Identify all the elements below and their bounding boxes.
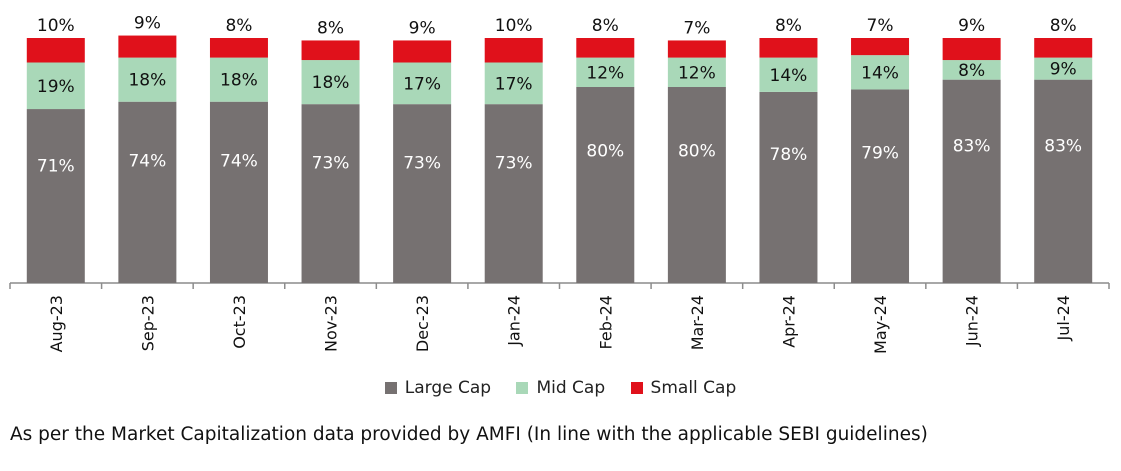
x-tick-label: Apr-24: [779, 295, 798, 348]
bar-segment-small-cap: [393, 40, 452, 63]
bar-segment-large-cap: [667, 87, 726, 283]
bar-segment-large-cap: [484, 104, 543, 284]
bar-segment-small-cap: [209, 38, 268, 58]
bar-segment-mid-cap: [851, 55, 910, 90]
stacked-bar-chart: 71% 19% 10% Aug-23 74% 18% 9% Sep-23 74% 18% 8% Oct…: [9, 14, 1110, 354]
bar-segment-large-cap: [1034, 79, 1093, 284]
bar-segment-mid-cap: [301, 60, 360, 105]
x-tick-label: Aug-23: [47, 295, 66, 352]
bar-segment-mid-cap: [26, 62, 85, 110]
data-label: 83%: [953, 137, 991, 157]
legend-swatch-large-cap: [384, 382, 397, 394]
bar-segment-large-cap: [851, 89, 910, 283]
bar-segment-small-cap: [118, 35, 177, 58]
bar-segment-large-cap: [942, 79, 1001, 284]
data-label: 80%: [678, 142, 716, 162]
bar-segment-mid-cap: [484, 62, 543, 105]
bar-segment-mid-cap: [393, 62, 452, 105]
bar-segment-small-cap: [576, 38, 635, 58]
data-label: 78%: [770, 145, 808, 165]
legend-item-mid-cap: Mid Cap: [516, 378, 605, 398]
data-label: 74%: [220, 152, 258, 172]
legend: Large Cap Mid Cap Small Cap: [0, 378, 1121, 399]
bar-segment-mid-cap: [209, 57, 268, 102]
data-label: 12%: [678, 63, 716, 83]
bar-segment-mid-cap: [942, 60, 1001, 80]
data-label: 18%: [312, 73, 350, 93]
data-label: 73%: [403, 153, 441, 173]
bar-segment-small-cap: [942, 38, 1001, 61]
legend-item-small-cap: Small Cap: [630, 378, 737, 398]
bar-segment-small-cap: [851, 38, 910, 56]
data-label: 73%: [495, 153, 533, 173]
bar-segment-large-cap: [301, 104, 360, 284]
bar-segment-large-cap: [209, 101, 268, 283]
data-label: 17%: [495, 74, 533, 94]
bar-segment-large-cap: [393, 104, 452, 284]
bar-segment-large-cap: [118, 101, 177, 283]
data-label: 10%: [495, 16, 533, 36]
bar-segment-large-cap: [26, 109, 85, 283]
data-label: 14%: [861, 63, 899, 83]
x-tick-label: May-24: [871, 295, 890, 354]
legend-item-large-cap: Large Cap: [384, 378, 492, 398]
bar-segment-mid-cap: [576, 57, 635, 87]
x-tick-label: Jul-24: [1054, 295, 1073, 341]
bar-segment-small-cap: [1034, 38, 1093, 58]
legend-label-large-cap: Large Cap: [404, 378, 492, 398]
data-label: 9%: [1050, 60, 1077, 80]
data-label: 17%: [403, 74, 441, 94]
x-tick-label: Dec-23: [413, 295, 432, 352]
bar-segment-small-cap: [484, 38, 543, 63]
x-tick-label: Oct-23: [230, 295, 249, 349]
bar-segment-mid-cap: [1034, 57, 1093, 80]
data-label: 74%: [128, 152, 166, 172]
data-label: 73%: [312, 153, 350, 173]
data-label: 8%: [1050, 16, 1077, 36]
bar-segment-mid-cap: [118, 57, 177, 102]
legend-label-small-cap: Small Cap: [650, 378, 737, 398]
x-tick-label: Nov-23: [322, 295, 341, 352]
bar-segment-mid-cap: [667, 57, 726, 87]
data-label: 19%: [37, 77, 75, 97]
data-label: 9%: [134, 14, 161, 34]
data-label: 12%: [586, 63, 624, 83]
bar-segment-large-cap: [759, 91, 818, 284]
data-label: 7%: [683, 18, 710, 38]
x-tick-label: Mar-24: [688, 295, 707, 350]
data-label: 71%: [37, 157, 75, 177]
data-label: 18%: [220, 71, 258, 91]
x-tick-label: Sep-23: [138, 295, 157, 351]
data-label: 9%: [958, 16, 985, 36]
x-tick-label: Feb-24: [596, 295, 615, 349]
data-label: 14%: [770, 66, 808, 86]
data-label: 18%: [128, 71, 166, 91]
bar-segment-small-cap: [301, 40, 360, 61]
data-label: 8%: [225, 16, 252, 36]
data-label: 80%: [586, 142, 624, 162]
data-label: 7%: [867, 16, 894, 36]
legend-label-mid-cap: Mid Cap: [536, 378, 606, 398]
data-label: 8%: [592, 16, 619, 36]
bar-segment-small-cap: [759, 38, 818, 58]
bar-segment-mid-cap: [759, 57, 818, 92]
data-label: 8%: [958, 61, 985, 81]
data-label: 8%: [317, 18, 344, 38]
footnote: As per the Market Capitalization data pr…: [10, 424, 928, 445]
data-label: 9%: [409, 18, 436, 38]
bar-segment-small-cap: [667, 40, 726, 58]
data-label: 8%: [775, 16, 802, 36]
bar-segment-small-cap: [26, 38, 85, 63]
x-tick-label: Jun-24: [963, 295, 982, 347]
bar-segment-large-cap: [576, 87, 635, 283]
data-label: 79%: [861, 143, 899, 163]
x-tick-label: Jan-24: [505, 295, 524, 347]
legend-swatch-mid-cap: [516, 382, 529, 394]
data-label: 10%: [37, 16, 75, 36]
data-label: 83%: [1044, 137, 1082, 157]
legend-swatch-small-cap: [630, 382, 643, 394]
